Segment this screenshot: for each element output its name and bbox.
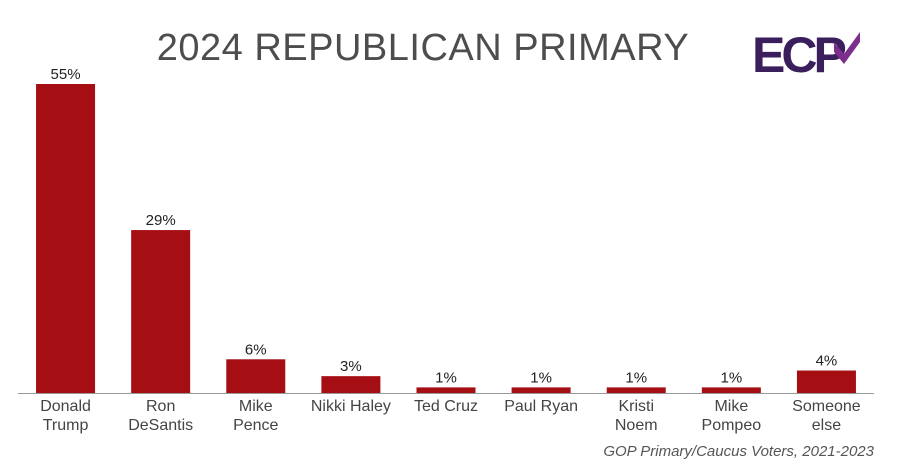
bar	[321, 376, 381, 393]
data-label: 1%	[720, 369, 742, 386]
bar	[606, 387, 666, 393]
category-label: Ted Cruz	[414, 398, 478, 415]
bar	[36, 84, 96, 393]
category-label: Kristi Noem	[615, 398, 658, 434]
ecp-logo: ECP	[752, 27, 860, 81]
bar	[511, 387, 571, 393]
category-label: Nikki Haley	[311, 398, 391, 415]
bar	[416, 387, 476, 393]
data-label: 1%	[625, 369, 647, 386]
bar	[226, 359, 286, 393]
category-label: Ron DeSantis	[128, 398, 193, 434]
data-label: 6%	[245, 341, 267, 358]
data-label: 29%	[146, 212, 176, 229]
logo-check-mark	[834, 32, 860, 64]
data-label: 3%	[340, 358, 362, 375]
bar	[701, 387, 761, 393]
footnote: GOP Primary/Caucus Voters, 2021-2023	[603, 443, 874, 460]
category-label: Mike Pence	[233, 398, 278, 434]
bar	[131, 230, 191, 393]
bar	[796, 370, 856, 393]
category-label: Paul Ryan	[504, 398, 578, 415]
category-label: Someone else	[792, 398, 861, 434]
data-label: 4%	[816, 353, 838, 370]
category-label: Mike Pompeo	[702, 398, 762, 434]
logo-text: ECP	[752, 27, 845, 81]
chart-title: 2024 REPUBLICAN PRIMARY	[156, 27, 690, 69]
data-label: 1%	[435, 369, 457, 386]
data-label: 55%	[51, 66, 81, 83]
data-label: 1%	[530, 369, 552, 386]
category-label: Donald Trump	[40, 398, 91, 434]
